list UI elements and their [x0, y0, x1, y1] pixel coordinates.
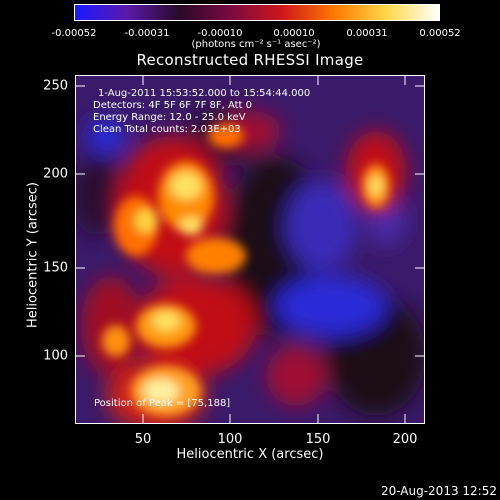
time-range-label: 1-Aug-2011 15:53:52.000 to 15:54:44.000: [98, 88, 311, 99]
y-tick-label: 200: [43, 166, 68, 182]
x-tick-label: 50: [134, 432, 152, 447]
y-axis-label: Heliocentric Y (arcsec): [25, 182, 41, 328]
detectors-label: Detectors: 4F 5F 6F 7F 8F, Att 0: [93, 100, 253, 111]
colorbar: [74, 4, 440, 21]
x-tick-label: 200: [392, 432, 418, 447]
colorbar-tick-label: 0.00010: [273, 28, 315, 39]
y-tick-label: 150: [43, 260, 68, 276]
footer-date: 20-Aug-2013 12:52: [380, 484, 497, 498]
rhessi-image-map: [76, 76, 424, 423]
colorbar-tick-label: -0.00010: [197, 28, 243, 39]
x-tick-label: 150: [305, 432, 331, 447]
colorbar-unit-label: (photons cm⁻² s⁻¹ asec⁻²): [191, 39, 321, 50]
peak-position-label: Position of Peak = [75,188]: [94, 398, 231, 409]
rhessi-image: 1-Aug-2011 15:53:52.000 to 15:54:44.000 …: [75, 75, 425, 424]
y-tick-label: 250: [43, 78, 68, 94]
colorbar-tick-label: 0.00052: [419, 28, 461, 39]
x-tick-label: 100: [217, 432, 243, 447]
energy-range-label: Energy Range: 12.0 - 25.0 keV: [93, 112, 246, 123]
colorbar-tick-label: -0.00052: [51, 28, 97, 39]
x-axis-label: Heliocentric X (arcsec): [176, 447, 324, 462]
plot-title: Reconstructed RHESSI Image: [136, 51, 364, 69]
colorbar-tick-label: 0.00031: [346, 28, 388, 39]
clean-counts-label: Clean Total counts: 2.03E+03: [93, 124, 241, 135]
y-tick-label: 100: [43, 348, 68, 364]
colorbar-tick-label: -0.00031: [124, 28, 170, 39]
